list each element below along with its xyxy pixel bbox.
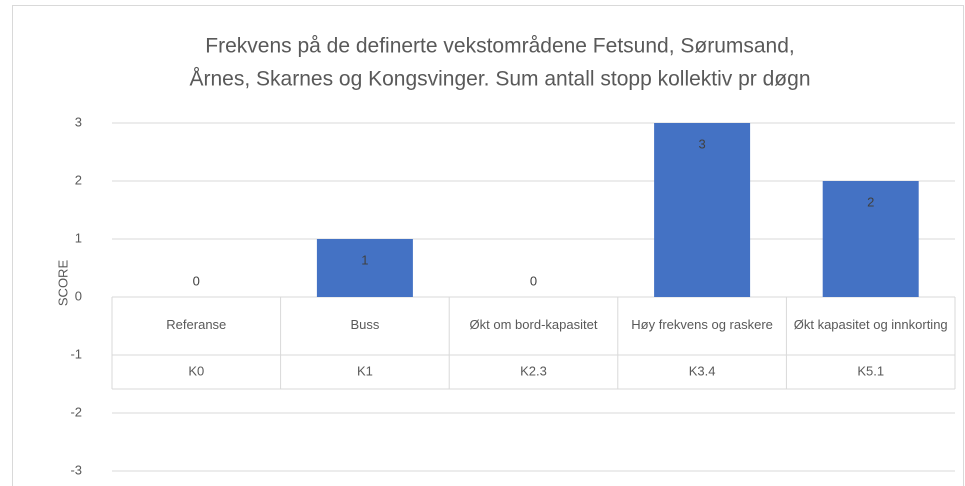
data-label: 0 (193, 273, 200, 288)
y-tick-label: -1 (70, 346, 82, 361)
y-tick-label: 3 (75, 114, 82, 129)
data-label: 1 (361, 252, 368, 267)
bar (822, 181, 919, 297)
x-tick-label: Buss (350, 317, 379, 332)
x-tick-label: Referanse (166, 317, 226, 332)
x-tick-label-code: K1 (357, 363, 373, 378)
chart-title: Frekvens på de definerte vekstområdene F… (205, 35, 794, 58)
bar (316, 239, 413, 297)
y-tick-label: -2 (70, 404, 82, 419)
data-label: 2 (867, 194, 874, 209)
bar (654, 123, 751, 297)
x-tick-label: Økt kapasitet og innkorting (794, 317, 948, 332)
x-tick-label-code: K5.1 (857, 363, 884, 378)
x-tick-label-code: K3.4 (689, 363, 716, 378)
y-tick-label: 0 (75, 288, 82, 303)
y-tick-label: 1 (75, 230, 82, 245)
chart-border (12, 5, 964, 486)
data-label: 3 (698, 136, 705, 151)
y-tick-label: 2 (75, 172, 82, 187)
x-tick-label-code: K2.3 (520, 363, 547, 378)
y-tick-label: -3 (70, 462, 82, 477)
chart-title: Årnes, Skarnes og Kongsvinger. Sum antal… (190, 68, 811, 91)
data-label: 0 (530, 273, 537, 288)
y-axis-label: SCORE (55, 260, 70, 307)
x-tick-label-code: K0 (188, 363, 204, 378)
x-tick-label: Økt om bord-kapasitet (470, 317, 598, 332)
x-tick-label: Høy frekvens og raskere (631, 317, 773, 332)
